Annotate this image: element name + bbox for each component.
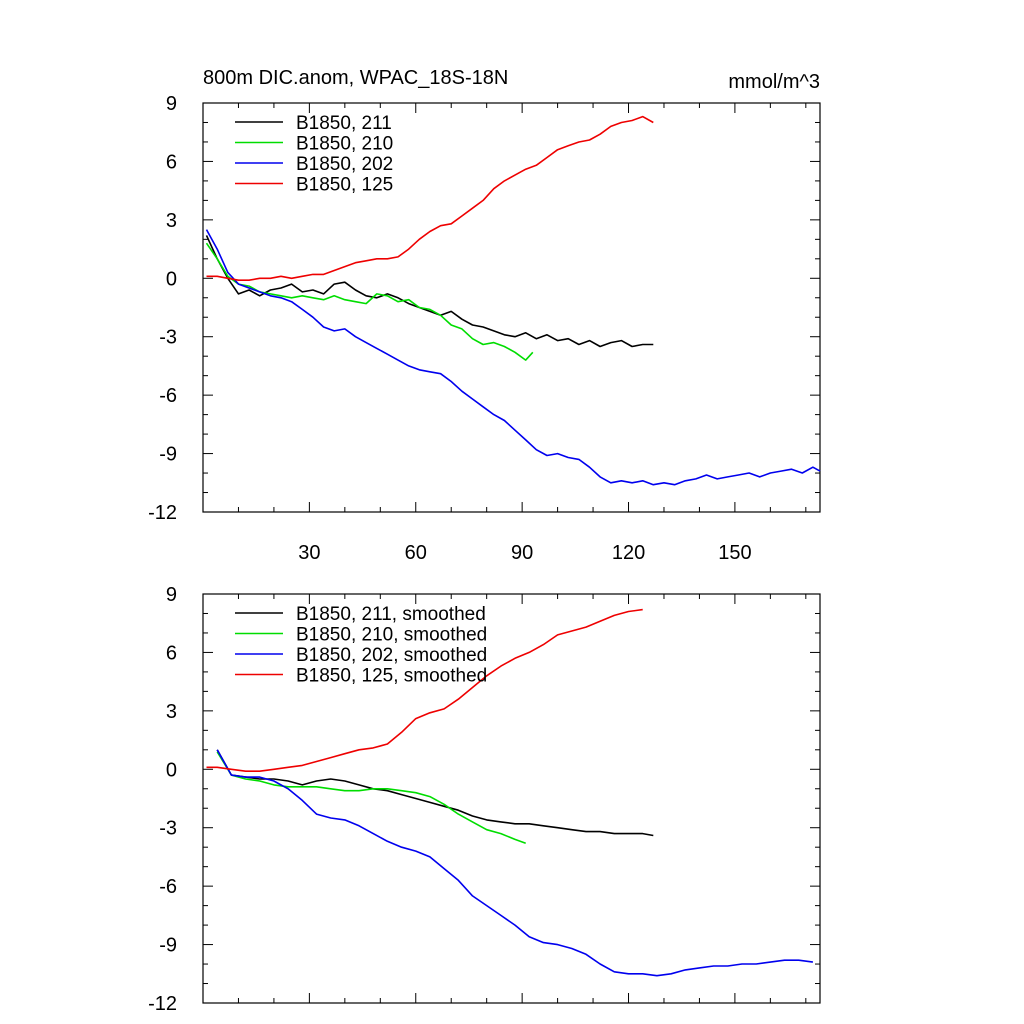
y-tick-label: 3: [166, 701, 177, 723]
y-tick-label: 0: [166, 759, 177, 781]
chart-title: 800m DIC.anom, WPAC_18S-18N: [203, 67, 508, 89]
legend-label: B1850, 211: [296, 113, 392, 134]
y-tick-label: 9: [166, 584, 177, 606]
y-tick-label: 3: [166, 210, 177, 232]
y-tick-label: 0: [166, 268, 177, 290]
legend-label: B1850, 125: [296, 175, 393, 196]
series-line-0: [216, 749, 654, 837]
x-tick-label: 90: [511, 542, 533, 564]
y-tick-label: -6: [159, 385, 177, 407]
series-line-1: [216, 751, 526, 845]
x-tick-label: 30: [298, 542, 320, 564]
legend-label: B1850, 211, smoothed: [296, 604, 486, 625]
series-line-0: [205, 235, 654, 348]
y-tick-label: -3: [159, 327, 177, 349]
y-tick-label: -9: [159, 935, 177, 957]
x-tick-label: 120: [612, 542, 645, 564]
series-line-3: [206, 608, 643, 773]
legend-label: B1850, 202: [296, 154, 393, 175]
plot-frame: [202, 593, 821, 1004]
y-tick-label: 6: [166, 642, 177, 664]
plot-frame: [202, 102, 821, 513]
y-tick-label: -9: [159, 444, 177, 466]
y-tick-label: -12: [148, 502, 177, 524]
legend-label: B1850, 202, smoothed: [296, 645, 487, 666]
y-tick-label: 9: [166, 93, 177, 115]
series-line-2: [216, 749, 814, 977]
legend-label: B1850, 125, smoothed: [296, 666, 487, 687]
y-tick-label: -3: [159, 818, 177, 840]
y-tick-label: -12: [148, 993, 177, 1015]
y-tick-label: 6: [166, 151, 177, 173]
legend-label: B1850, 210: [296, 134, 393, 155]
units-label: mmol/m^3: [728, 71, 820, 93]
y-tick-label: -6: [159, 876, 177, 898]
x-tick-label: 150: [718, 542, 751, 564]
series-line-3: [206, 115, 654, 282]
legend-label: B1850, 210, smoothed: [296, 625, 487, 646]
series-line-2: [205, 229, 821, 486]
x-tick-label: 60: [405, 542, 427, 564]
